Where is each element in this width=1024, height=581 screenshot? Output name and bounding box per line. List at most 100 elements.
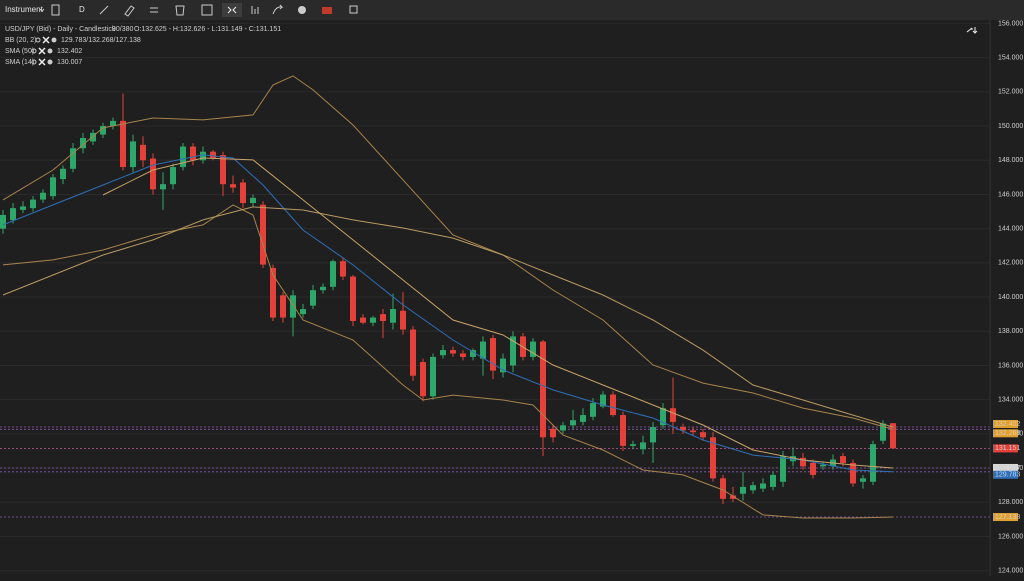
layout-icon[interactable] <box>201 4 213 16</box>
legend-value: 129.783/132.268/127.138 <box>61 37 141 44</box>
candle-body <box>50 177 56 197</box>
settings-icon[interactable] <box>47 48 53 54</box>
candle-body <box>60 168 66 180</box>
candle-body <box>720 478 726 499</box>
price-tag <box>993 470 1018 479</box>
y-tick-label: 138.000 <box>998 328 1023 335</box>
price-tag-label: 129.783 <box>995 472 1020 479</box>
share-icon[interactable] <box>272 4 284 15</box>
instrument-menu[interactable]: Instrument <box>5 5 44 14</box>
legend-value: 132.402 <box>57 48 82 55</box>
candle-body <box>630 444 636 446</box>
candle-body <box>750 485 756 491</box>
draw-tool-icon[interactable] <box>99 5 109 15</box>
candle-body <box>230 184 236 188</box>
candle-body <box>300 309 306 315</box>
candle-body <box>320 286 326 291</box>
indicator-icon[interactable] <box>150 7 158 13</box>
candle-body <box>840 456 846 463</box>
candle-body <box>170 167 176 185</box>
candle-body <box>200 151 206 161</box>
remove-icon[interactable] <box>42 36 50 44</box>
dropdown-arrow <box>39 8 45 12</box>
y-tick-label: 144.000 <box>998 225 1023 232</box>
visibility-icon[interactable] <box>31 59 37 65</box>
flag-icon[interactable] <box>322 7 332 14</box>
theme-icon[interactable] <box>298 6 306 14</box>
legend: USD/JPY (Bid) - Daily - Candlestick 90/3… <box>5 26 281 33</box>
y-tick-label: 156.000 <box>998 20 1023 27</box>
price-tag <box>993 429 1018 438</box>
y-tick-label: 136.000 <box>998 362 1023 369</box>
delete-icon[interactable] <box>175 5 185 16</box>
remove-icon[interactable] <box>38 58 46 66</box>
candle-body <box>510 336 516 366</box>
candle-body <box>40 192 46 200</box>
timeframe-menu[interactable]: D <box>79 5 85 14</box>
candle-body <box>890 423 896 449</box>
visibility-icon[interactable] <box>35 37 41 43</box>
candle-body <box>330 261 336 287</box>
candle-body <box>470 350 476 357</box>
candle-body <box>810 462 816 475</box>
chart-type-icon[interactable] <box>51 4 60 16</box>
candle-body <box>290 295 296 318</box>
candle-body <box>760 483 766 489</box>
toolbar: Instrument D <box>0 0 1024 20</box>
toolbar-bg <box>0 0 1024 20</box>
y-tick-label: 146.000 <box>998 191 1023 198</box>
candle-body <box>250 197 256 203</box>
settings-icon[interactable] <box>47 59 53 65</box>
candle-body <box>350 276 356 322</box>
ohlc-text: O:132.625 - H:132.626 - L:131.149 - C:13… <box>134 26 281 33</box>
candle-body <box>460 353 466 357</box>
candle-body <box>0 214 6 229</box>
y-tick-label: 134.000 <box>998 397 1023 404</box>
y-tick-label: 140.000 <box>998 294 1023 301</box>
pencil-icon[interactable] <box>124 5 135 17</box>
candle-body <box>140 144 146 161</box>
price-tag-label: 127.138 <box>995 514 1020 521</box>
chart-title: USD/JPY (Bid) - Daily - Candlestick <box>5 26 116 33</box>
legend-label: SMA (50) <box>5 48 34 55</box>
price-tag <box>993 513 1018 522</box>
candle-body <box>190 146 196 161</box>
indicator-line <box>2 204 894 519</box>
candle-body <box>530 341 536 357</box>
candle-body <box>340 261 346 277</box>
settings-icon[interactable] <box>51 37 57 43</box>
price-tag-label: 132.402 <box>995 421 1020 428</box>
volume-icon[interactable] <box>251 6 259 14</box>
price-tag-label: 132.268 <box>995 430 1020 437</box>
candle-body <box>860 478 866 482</box>
y-tick-label: 150.000 <box>998 123 1023 130</box>
y-tick-label: 154.000 <box>998 54 1023 61</box>
candle-body <box>880 423 886 441</box>
candle-body <box>430 356 436 397</box>
window-icon[interactable] <box>349 5 358 14</box>
candle-body <box>540 341 546 438</box>
indicator-line <box>2 154 894 473</box>
active-button[interactable] <box>222 3 242 17</box>
candle-body <box>370 317 376 323</box>
y-tick-label: 152.000 <box>998 89 1023 96</box>
remove-icon[interactable] <box>38 47 46 55</box>
candle-body <box>850 462 856 484</box>
price-tag-label: 131.151 <box>995 445 1020 452</box>
candle-body <box>10 208 16 221</box>
candle-body <box>590 403 596 417</box>
candle-body <box>240 182 246 203</box>
expand-icon[interactable] <box>966 27 978 34</box>
candle-body <box>770 474 776 487</box>
candle-body <box>30 199 36 209</box>
candle-body <box>670 408 676 422</box>
candle-body <box>570 420 576 426</box>
candle-body <box>130 141 136 168</box>
visibility-icon[interactable] <box>31 48 37 54</box>
plot-area <box>0 22 990 572</box>
price-tag <box>993 463 1018 472</box>
indicator-line <box>102 157 894 469</box>
